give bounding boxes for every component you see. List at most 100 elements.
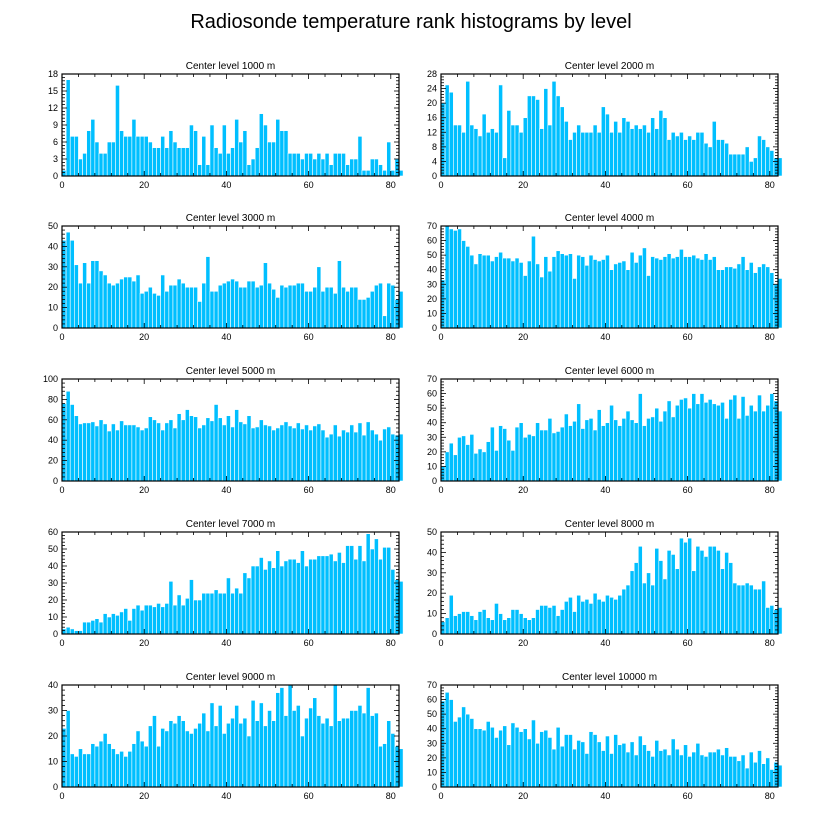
bar xyxy=(94,141,100,177)
bar xyxy=(337,720,342,788)
bar xyxy=(510,260,516,329)
bar xyxy=(728,562,734,635)
bar xyxy=(205,256,211,329)
bar xyxy=(337,153,342,177)
bar xyxy=(394,434,400,482)
y-tick-label: 50 xyxy=(427,403,437,413)
bar xyxy=(258,419,264,482)
bar xyxy=(361,712,367,788)
bar xyxy=(300,282,305,329)
bar xyxy=(98,740,104,788)
bar xyxy=(592,259,598,329)
bar xyxy=(271,567,277,635)
bar xyxy=(320,290,326,329)
bar xyxy=(724,266,729,329)
bar xyxy=(143,290,149,329)
y-tick-label: 10 xyxy=(427,767,437,777)
bars xyxy=(61,79,404,177)
bar xyxy=(584,753,590,788)
bar xyxy=(584,599,590,635)
bar xyxy=(213,589,219,635)
bar xyxy=(720,269,725,329)
bar xyxy=(457,436,462,482)
plot-frame xyxy=(61,378,400,482)
bar xyxy=(65,626,71,635)
y-tick-label: 10 xyxy=(48,303,58,313)
bar xyxy=(184,409,190,482)
bar xyxy=(82,753,87,788)
bar xyxy=(765,404,771,482)
panel-10: Center level 10000 m 0 20 40 60 80 0 10 20 30 40 50… xyxy=(427,672,783,801)
bar xyxy=(369,429,375,482)
bar xyxy=(736,418,742,482)
bar xyxy=(494,737,499,788)
bar xyxy=(547,124,553,177)
bar xyxy=(357,299,363,329)
bar xyxy=(613,419,619,482)
bar xyxy=(258,557,264,635)
bar xyxy=(275,550,281,635)
bar xyxy=(654,407,660,482)
bar xyxy=(242,572,248,635)
bar xyxy=(662,748,668,788)
bar xyxy=(539,276,545,329)
y-tick-label: 50 xyxy=(427,709,437,719)
bar xyxy=(102,274,108,329)
bar xyxy=(341,717,346,788)
bar xyxy=(332,424,338,482)
x-tick-label: 60 xyxy=(683,791,693,801)
bar xyxy=(82,153,87,177)
panel-3: Center level 3000 m 0 20 40 60 80 0 10 20 30 40 50 xyxy=(48,213,404,342)
bar xyxy=(761,410,766,482)
bar xyxy=(90,743,96,788)
bar xyxy=(316,266,322,329)
bar xyxy=(353,158,359,177)
bar xyxy=(246,735,252,788)
bar xyxy=(506,439,512,482)
bar xyxy=(135,136,141,177)
bar xyxy=(86,753,92,788)
bar xyxy=(197,164,203,177)
bar xyxy=(621,588,627,635)
bar xyxy=(369,290,375,329)
bar xyxy=(139,429,145,482)
bar xyxy=(365,687,371,788)
panel-4: Center level 4000 m 0 20 40 60 80 0 10 20 30 40 50 6… xyxy=(427,213,783,342)
bar xyxy=(106,282,112,329)
bar xyxy=(180,604,186,635)
bar xyxy=(189,415,194,482)
bar xyxy=(724,552,729,635)
bar xyxy=(69,753,75,788)
bar xyxy=(291,558,297,635)
bar xyxy=(295,562,301,635)
bar xyxy=(531,435,536,482)
bar xyxy=(695,742,701,788)
bar xyxy=(547,418,553,482)
bar xyxy=(213,290,219,329)
bar xyxy=(490,726,495,788)
bar xyxy=(106,141,112,177)
y-tick-label: 40 xyxy=(427,724,437,734)
bar xyxy=(621,742,627,788)
y-tick-label: 60 xyxy=(427,389,437,399)
bar xyxy=(357,422,363,482)
bar xyxy=(761,580,766,635)
bar xyxy=(600,750,606,788)
bar xyxy=(498,729,503,788)
bar xyxy=(226,577,231,635)
bar xyxy=(543,88,549,177)
bar xyxy=(238,141,244,177)
bar xyxy=(209,420,215,482)
bar xyxy=(353,431,359,482)
x-tick-label: 80 xyxy=(765,332,775,342)
bar xyxy=(287,684,293,788)
bar xyxy=(563,254,569,329)
bar xyxy=(74,136,79,177)
bar xyxy=(711,256,717,329)
bar xyxy=(477,448,483,482)
bar xyxy=(386,141,392,177)
bar xyxy=(90,620,96,635)
bar xyxy=(316,423,322,482)
bar xyxy=(254,720,260,788)
bar xyxy=(777,410,783,482)
